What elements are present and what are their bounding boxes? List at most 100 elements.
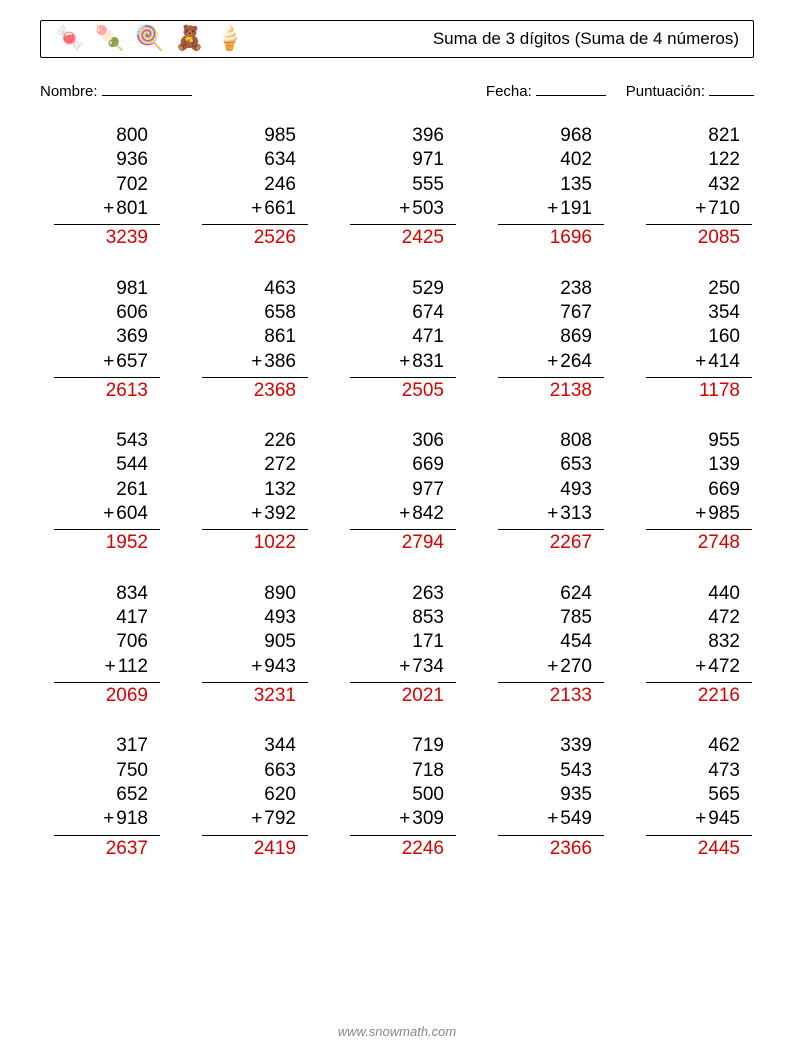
addend: 503 — [412, 197, 444, 221]
last-addend-row: +472 — [634, 655, 752, 679]
addition-problem: 344663620+7922419 — [190, 734, 308, 861]
addend: 750 — [116, 759, 160, 783]
sum-rule — [646, 529, 752, 530]
addend: 135 — [560, 173, 604, 197]
addend: 472 — [708, 655, 740, 679]
addition-problem: 238767869+2642138 — [486, 277, 604, 404]
plus-operator: + — [695, 807, 706, 831]
sum-rule — [350, 377, 456, 378]
answer: 2445 — [698, 837, 752, 861]
addend: 842 — [412, 502, 444, 526]
addend: 971 — [412, 148, 456, 172]
addition-problem: 396971555+5032425 — [338, 124, 456, 251]
addend: 238 — [560, 277, 604, 301]
sum-rule — [350, 529, 456, 530]
addition-problem: 226272132+3921022 — [190, 429, 308, 556]
addend: 620 — [264, 783, 308, 807]
answer: 2526 — [254, 226, 308, 250]
addend: 440 — [708, 582, 752, 606]
sum-rule — [498, 682, 604, 683]
date-blank[interactable] — [536, 80, 606, 96]
date-label: Fecha: — [486, 80, 606, 100]
addend: 139 — [708, 453, 752, 477]
addend: 981 — [116, 277, 160, 301]
sum-rule — [54, 224, 160, 225]
plus-operator: + — [547, 350, 558, 374]
last-addend-row: +661 — [190, 197, 308, 221]
last-addend-row: +264 — [486, 350, 604, 374]
plus-operator: + — [695, 655, 706, 679]
addend: 801 — [116, 197, 148, 221]
last-addend-row: +792 — [190, 807, 308, 831]
plus-operator: + — [547, 197, 558, 221]
addend: 555 — [412, 173, 456, 197]
last-addend-row: +309 — [338, 807, 456, 831]
addend: 943 — [264, 655, 296, 679]
sum-rule — [350, 835, 456, 836]
addend: 386 — [264, 350, 296, 374]
answer: 2368 — [254, 379, 308, 403]
addend: 354 — [708, 301, 752, 325]
sum-rule — [498, 377, 604, 378]
addend: 719 — [412, 734, 456, 758]
addition-problem: 890493905+9433231 — [190, 582, 308, 709]
plus-operator: + — [103, 807, 114, 831]
addend: 339 — [560, 734, 604, 758]
addend: 549 — [560, 807, 592, 831]
addend: 657 — [116, 350, 148, 374]
addend: 112 — [118, 655, 148, 679]
addition-problem: 250354160+4141178 — [634, 277, 752, 404]
teddy-icon: 🧸 — [175, 27, 205, 51]
last-addend-row: +191 — [486, 197, 604, 221]
header-box: 🍬 🍡 🍭 🧸 🍦 Suma de 3 dígitos (Suma de 4 n… — [40, 20, 754, 58]
addend: 414 — [708, 350, 740, 374]
last-addend-row: +710 — [634, 197, 752, 221]
addend: 432 — [708, 173, 752, 197]
addend: 652 — [116, 783, 160, 807]
addition-problem: 719718500+3092246 — [338, 734, 456, 861]
answer: 2425 — [402, 226, 456, 250]
worksheet-title: Suma de 3 dígitos (Suma de 4 números) — [433, 29, 739, 49]
plus-operator: + — [103, 197, 114, 221]
addend: 674 — [412, 301, 456, 325]
name-blank[interactable] — [102, 80, 192, 96]
addend: 263 — [412, 582, 456, 606]
addend: 171 — [412, 630, 456, 654]
addend: 369 — [116, 325, 160, 349]
addition-problem: 985634246+6612526 — [190, 124, 308, 251]
plus-operator: + — [547, 502, 558, 526]
addend: 471 — [412, 325, 456, 349]
addend: 462 — [708, 734, 752, 758]
sum-rule — [54, 529, 160, 530]
last-addend-row: +503 — [338, 197, 456, 221]
sum-rule — [498, 529, 604, 530]
addend: 191 — [560, 197, 592, 221]
addend: 493 — [560, 478, 604, 502]
addend: 702 — [116, 173, 160, 197]
addend: 853 — [412, 606, 456, 630]
lollipop-icon: 🍭 — [135, 27, 165, 51]
addend: 821 — [708, 124, 752, 148]
footer-watermark: www.snowmath.com — [0, 1024, 794, 1039]
addend: 543 — [560, 759, 604, 783]
addend: 493 — [264, 606, 308, 630]
addend: 250 — [708, 277, 752, 301]
addition-problem: 462473565+9452445 — [634, 734, 752, 861]
addend: 604 — [116, 502, 148, 526]
addend: 261 — [116, 478, 160, 502]
plus-operator: + — [399, 197, 410, 221]
addend: 246 — [264, 173, 308, 197]
addend: 869 — [560, 325, 604, 349]
addend: 669 — [708, 478, 752, 502]
addend: 417 — [116, 606, 160, 630]
sum-rule — [202, 682, 308, 683]
addition-problem: 955139669+9852748 — [634, 429, 752, 556]
sum-rule — [350, 224, 456, 225]
sum-rule — [202, 377, 308, 378]
last-addend-row: +386 — [190, 350, 308, 374]
info-right: Fecha: Puntuación: — [486, 80, 754, 100]
addend: 122 — [708, 148, 752, 172]
score-blank[interactable] — [709, 80, 754, 96]
sum-rule — [646, 224, 752, 225]
answer: 2748 — [698, 531, 752, 555]
